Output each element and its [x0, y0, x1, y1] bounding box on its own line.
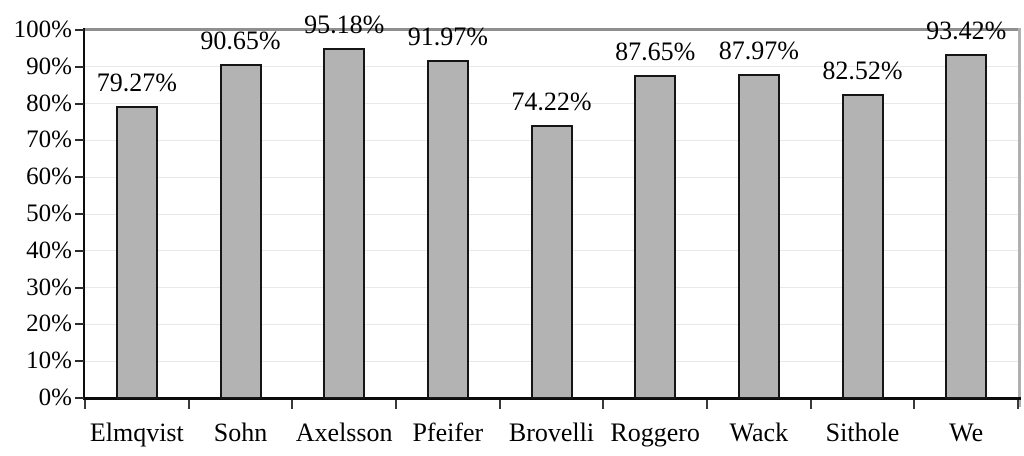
y-tick: [75, 29, 84, 31]
x-tick: [395, 400, 397, 409]
y-tick-label: 100%: [13, 16, 72, 43]
bar-value-label: 82.52%: [822, 56, 903, 86]
y-tick-label: 0%: [38, 384, 72, 411]
y-tick-label: 80%: [26, 89, 72, 117]
x-tick-label: Sohn: [213, 418, 268, 447]
plot-right-border: [1018, 28, 1021, 407]
plot-top-border: [85, 28, 1021, 31]
x-tick-label: Pfeifer: [412, 418, 484, 447]
bar: [426, 59, 469, 399]
y-tick-label: 60%: [26, 163, 72, 191]
y-tick: [75, 286, 84, 289]
y-tick-label: 20%: [26, 310, 72, 338]
gridline: [85, 103, 1018, 105]
bar-value-label: 95.18%: [304, 9, 385, 39]
y-tick-label: 30%: [26, 273, 72, 301]
bar: [323, 47, 366, 399]
y-tick: [75, 139, 84, 142]
y-tick: [75, 249, 84, 252]
bar: [530, 124, 573, 399]
x-tick: [84, 400, 86, 409]
bar: [634, 75, 677, 399]
y-tick: [75, 360, 84, 363]
x-tick: [187, 400, 190, 409]
bar-value-label: 90.65%: [200, 26, 281, 56]
y-tick-label: 10%: [26, 347, 72, 375]
x-tick: [602, 400, 605, 409]
x-tick-label: Sithole: [825, 418, 900, 447]
x-tick-label: We: [949, 418, 984, 447]
y-tick: [75, 213, 84, 215]
x-tick: [498, 400, 501, 409]
bar-value-label: 87.65%: [615, 37, 696, 67]
bar: [219, 64, 262, 399]
x-tick: [706, 400, 708, 409]
bar: [841, 94, 884, 399]
bar: [945, 54, 988, 399]
x-tick: [291, 400, 294, 409]
bar-value-label: 91.97%: [407, 21, 488, 51]
x-tick-label: Roggero: [610, 418, 700, 447]
y-tick: [75, 176, 84, 179]
x-tick-label: Elmqvist: [89, 418, 184, 447]
gridline: [85, 66, 1018, 68]
y-tick-label: 50%: [26, 200, 72, 227]
x-tick-label: Brovelli: [508, 418, 595, 447]
bar-value-label: 87.97%: [718, 36, 799, 66]
x-tick: [913, 400, 916, 409]
y-tick-label: 40%: [26, 236, 72, 264]
bar-value-label: 93.42%: [926, 16, 1007, 46]
y-tick-label: 90%: [26, 52, 72, 80]
y-tick: [75, 323, 84, 326]
x-tick: [1017, 400, 1019, 409]
y-tick: [75, 397, 84, 399]
bar-value-label: 74.22%: [511, 86, 592, 116]
y-tick: [75, 65, 84, 68]
bar-value-label: 79.27%: [96, 68, 177, 98]
bar: [115, 106, 158, 399]
x-tick-label: Wack: [729, 418, 789, 447]
x-tick-label: Axelsson: [295, 418, 393, 447]
y-axis-line: [83, 28, 85, 398]
y-tick: [75, 102, 84, 105]
x-tick: [809, 400, 812, 409]
bar: [737, 74, 780, 399]
y-tick-label: 70%: [26, 126, 72, 154]
